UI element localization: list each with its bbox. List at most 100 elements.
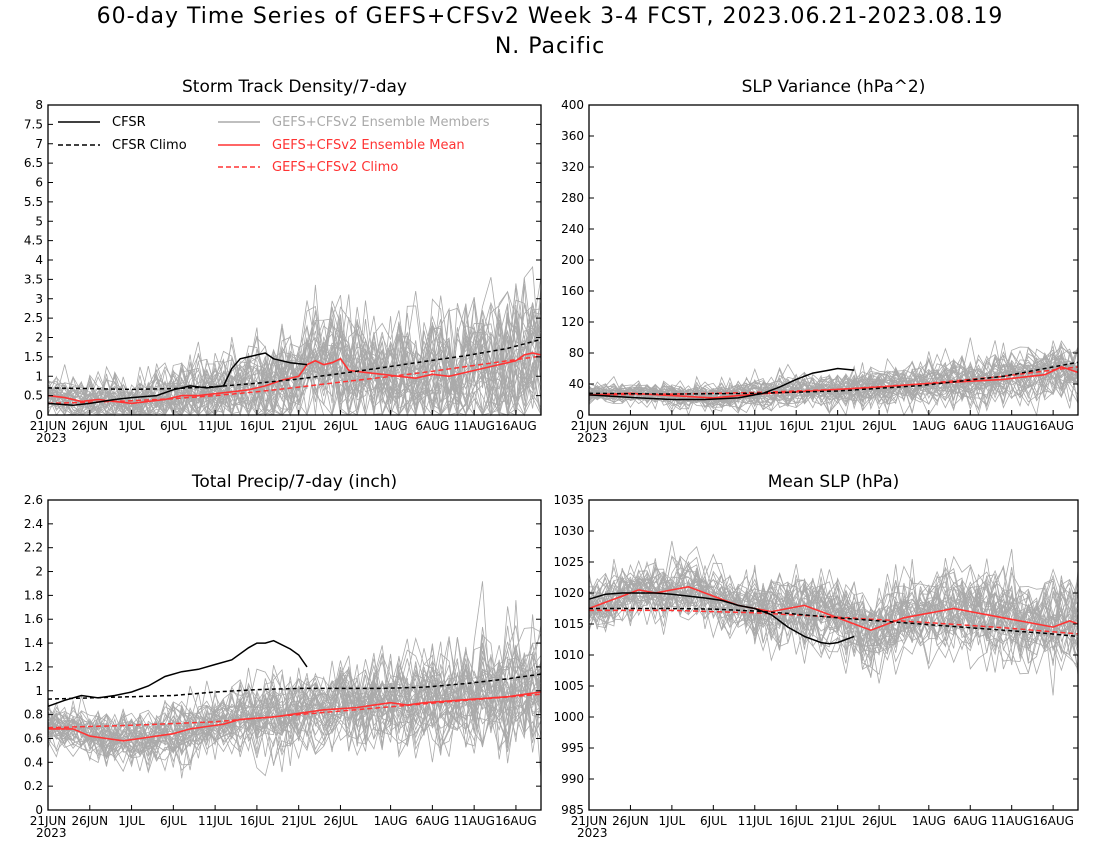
legend-cfsr-climo: CFSR Climo [58,138,187,153]
y-tick-label: 2.2 [24,541,43,555]
y-tick-label: 120 [561,315,584,329]
ensemble-member-line [588,567,1079,657]
y-tick-label: 8 [35,98,43,112]
y-tick-label: 1010 [553,648,584,662]
y-tick-label: 4.5 [24,234,43,248]
x-tick-label: 1AUG [912,419,946,433]
legend-label: GEFS+CFSv2 Ensemble Members [272,115,490,130]
y-tick-label: 6 [35,176,43,190]
y-tick-label: 1.4 [24,636,43,650]
y-tick-label: 1.2 [24,660,43,674]
ensemble-member-line [47,310,542,416]
x-tick-label: 6JUL [700,419,727,433]
x-tick-label: 6AUG [415,814,449,828]
x-tick-label: 26JUN [71,419,108,433]
y-tick-label: 0.6 [24,731,43,745]
panel-title: Total Precip/7-day (inch) [191,472,397,492]
ensemble-member-line [588,573,1079,684]
ensemble-member-line [588,353,1079,411]
x-tick-label: 6JUL [160,419,187,433]
chart-panel-4: Mean SLP (hPa) 985 990 995 1000 1005 1010 1015 1… [553,472,1079,840]
ensemble-member-line [588,362,1079,415]
y-tick-label: 1005 [553,679,584,693]
y-tick-label: 6.5 [24,156,43,170]
x-tick-label: 16AUG [1032,419,1074,433]
ensemble-member-line [47,656,542,764]
ensemble-member-line [588,355,1079,403]
ensemble-member-line [47,287,542,417]
panel-title: Mean SLP (hPa) [768,472,900,492]
x-tick-label: 16JUL [779,814,814,828]
x-tick-label: 21JUN [571,419,608,433]
y-tick-label: 1030 [553,524,584,538]
cfsr-line [588,367,855,401]
x-tick-label: 21JUN [30,419,67,433]
ensemble-mean-line [48,691,542,742]
ensemble-member-line [588,560,1079,665]
ensemble-member-line [588,348,1079,403]
x-tick-label: 11JUL [198,419,233,433]
ensemble-mean-line [588,366,1079,399]
x-tick-label: 16JUL [240,419,275,433]
y-tick-label: 80 [569,346,584,360]
x-tick-label: 6JUL [700,814,727,828]
y-tick-label: 1035 [553,493,584,507]
legend-label: CFSR [112,115,146,130]
x-tick-label: 16AUG [495,419,537,433]
ensemble-member-line [47,625,542,767]
legend-label: CFSR Climo [112,138,187,153]
ensemble-member-line [47,659,542,766]
ensemble-member-line [588,540,1079,640]
x-tick-label: 1JUL [659,814,686,828]
figure-title: 60-day Time Series of GEFS+CFSv2 Week 3-… [96,4,1004,29]
x-tick-label: 21JUL [282,814,317,828]
y-tick-label: 0.5 [24,389,43,403]
x-tick-label: 11JUL [738,814,773,828]
cfsr-line [47,639,308,708]
y-tick-label: 0.8 [24,708,43,722]
y-tick-label: 240 [561,222,584,236]
y-tick-label: 3 [35,292,43,306]
y-tick-label: 0.4 [24,755,43,769]
legend-members: GEFS+CFSv2 Ensemble Members [218,115,490,130]
x-tick-label: 11JUL [738,419,773,433]
x-tick-label: 26JUN [71,814,108,828]
y-tick-label: 1025 [553,555,584,569]
chart-legend: CFSR CFSR Climo GEFS+CFSv2 Ensemble Member… [58,115,490,175]
y-tick-label: 2.4 [24,517,43,531]
y-tick-label: 2.6 [24,493,43,507]
y-tick-label: 400 [561,98,584,112]
x-tick-label: 26JUL [862,814,897,828]
y-tick-label: 1020 [553,586,584,600]
x-year-label: 2023 [577,826,608,840]
y-tick-label: 1 [35,369,43,383]
x-tick-label: 1JUL [118,814,145,828]
ensemble-member-line [588,355,1079,406]
y-tick-label: 1.8 [24,588,43,602]
ensemble-member-line [47,644,542,761]
y-tick-label: 320 [561,160,584,174]
ensemble-member-line [588,575,1079,677]
ensemble-member-line [47,633,542,745]
gefs-climo-line [47,355,542,405]
chart-panel-1: Storm Track Density/7-day 0 0.5 1 1.5 2 2.5 3 3.… [24,77,542,445]
x-tick-label: 1AUG [374,419,408,433]
figure-subtitle: N. Pacific [494,34,606,59]
ensemble-members [588,540,1079,696]
x-tick-label: 21JUL [282,419,317,433]
y-tick-label: 1000 [553,710,584,724]
legend-label: GEFS+CFSv2 Ensemble Mean [272,138,465,153]
y-tick-label: 2 [35,331,43,345]
x-tick-label: 1AUG [912,814,946,828]
ensemble-member-line [588,351,1079,414]
chart-panel-2: SLP Variance (hPa^2) 0 40 80 120 160 200 240 280… [561,77,1079,445]
x-year-label: 2023 [577,431,608,445]
ensemble-member-line [47,664,542,774]
cfsr-climo-line [588,361,1079,395]
y-tick-label: 360 [561,129,584,143]
x-tick-label: 1JUL [659,419,686,433]
panel-title: Storm Track Density/7-day [182,77,407,97]
x-tick-label: 11AUG [991,419,1033,433]
y-tick-label: 40 [569,377,584,391]
y-tick-label: 160 [561,284,584,298]
